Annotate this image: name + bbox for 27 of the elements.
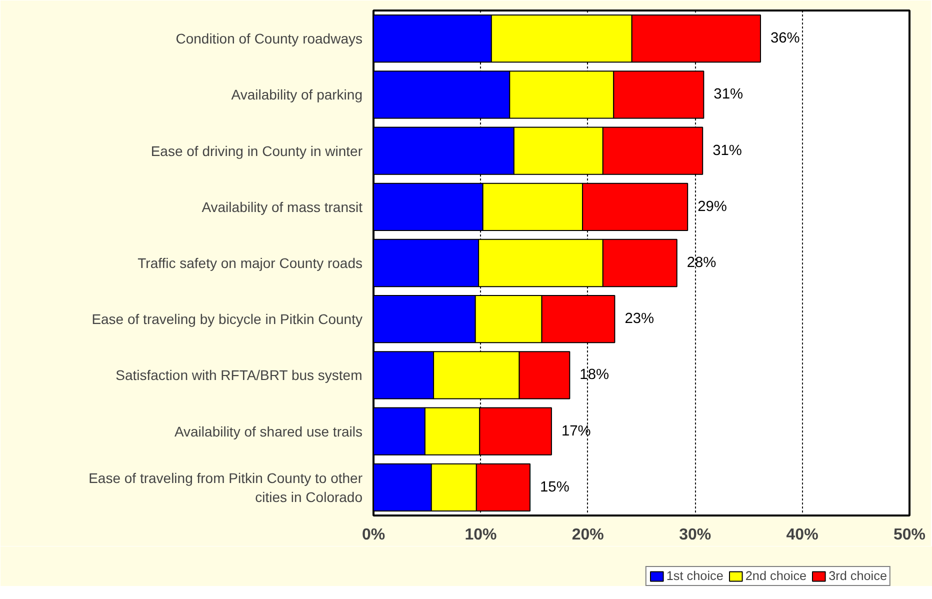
x-tick-label: 40% bbox=[786, 526, 818, 544]
x-tick-label: 50% bbox=[893, 526, 926, 544]
total-label: 36% bbox=[770, 30, 800, 47]
total-label: 28% bbox=[686, 255, 716, 271]
y-tick-label: Condition of County roadways bbox=[176, 30, 363, 47]
total-label: 17% bbox=[561, 423, 591, 440]
y-tick-label: Satisfaction with RFTA/BRT bus system bbox=[116, 367, 362, 384]
y-tick-label: Ease of traveling by bicycle in Pitkin County bbox=[92, 311, 363, 328]
y-tick-label: Ease of traveling from Pitkin County to other cities in Colorado bbox=[88, 470, 363, 506]
total-label: 31% bbox=[714, 86, 744, 103]
y-tick-label: Availability of shared use trails bbox=[174, 423, 363, 440]
legend-label: 1st choice bbox=[666, 569, 724, 583]
total-label: 23% bbox=[624, 311, 654, 328]
total-label: 31% bbox=[712, 142, 742, 159]
y-tick-label: Ease of driving in County in winter bbox=[150, 142, 363, 159]
total-label: 18% bbox=[580, 367, 610, 384]
y-tick-label: Availability of mass transit bbox=[202, 198, 363, 215]
legend-label: 3rd choice bbox=[828, 569, 887, 583]
x-tick-label: 20% bbox=[572, 526, 604, 544]
x-tick-label: 0% bbox=[362, 526, 386, 544]
total-label: 29% bbox=[698, 198, 727, 215]
y-tick-label: Traffic safety on major County roads bbox=[138, 255, 362, 271]
x-tick-label: 10% bbox=[464, 526, 497, 544]
legend-label: 2nd choice bbox=[745, 569, 807, 583]
y-tick-label: Availability of parking bbox=[231, 86, 363, 103]
x-tick-label: 30% bbox=[679, 526, 712, 544]
total-label: 15% bbox=[540, 479, 570, 496]
